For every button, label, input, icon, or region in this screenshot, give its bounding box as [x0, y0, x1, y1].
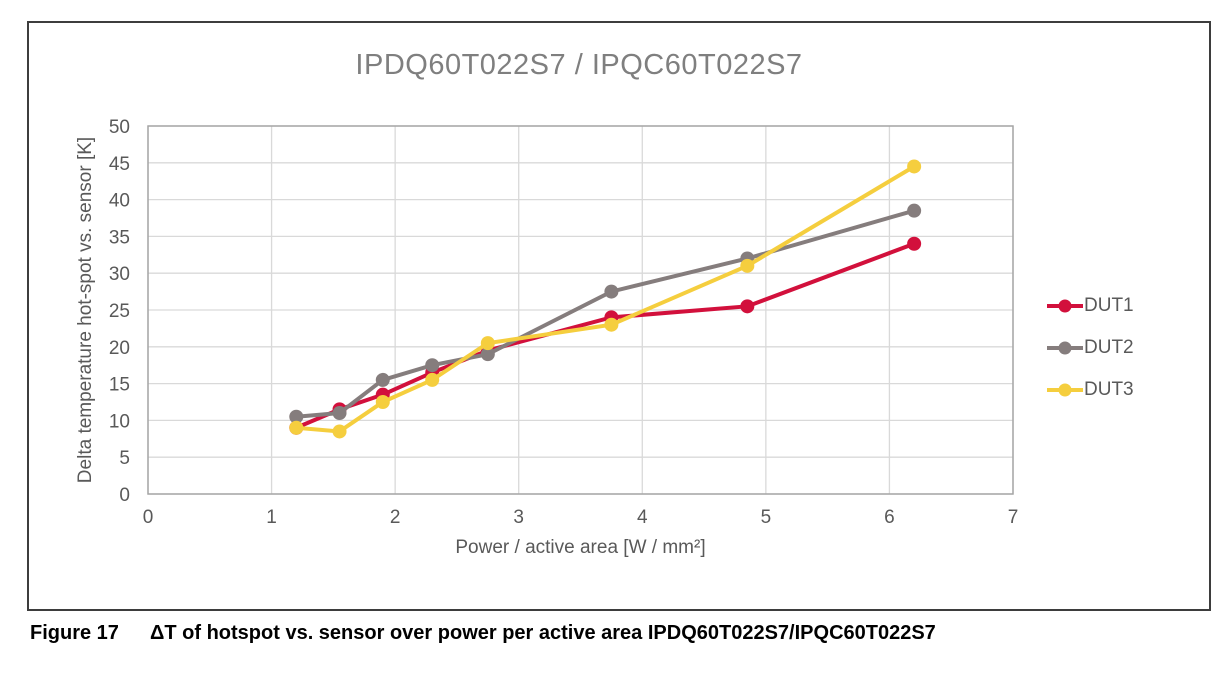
y-tick-label: 25: [109, 301, 130, 322]
x-tick-label: 0: [143, 507, 154, 528]
x-axis-title: Power / active area [W / mm²]: [455, 537, 705, 558]
x-tick-label: 2: [390, 507, 401, 528]
data-point-dut3: [289, 420, 304, 435]
figure-caption: Figure 17 ΔT of hotspot vs. sensor over …: [30, 622, 1210, 645]
chart-title: IPDQ60T022S7 / IPQC60T022S7: [355, 49, 803, 81]
data-point-dut3: [375, 395, 390, 409]
data-point-dut2: [375, 372, 390, 387]
data-point-dut2: [480, 347, 495, 362]
x-tick-label: 5: [761, 507, 772, 528]
x-tick-label: 6: [884, 507, 895, 528]
y-tick-label: 15: [109, 375, 130, 396]
data-point-dut2: [332, 406, 347, 421]
data-point-dut3: [425, 372, 440, 387]
figure-box: 0 5 10 15 20 25 30 35 40 45 50 0 1 2 3 4 5 6 7 Power / acti…: [27, 21, 1211, 611]
chart-legend: DUT1 DUT2 DUT3: [1047, 295, 1134, 401]
series-line-dut3: [296, 164, 916, 434]
y-tick-label: 20: [109, 338, 130, 359]
x-tick-label: 4: [637, 507, 648, 528]
figure-caption-text: ΔT of hotspot vs. sensor over power per …: [150, 622, 936, 644]
plot-frame: [147, 125, 1014, 495]
data-point-dut3: [907, 159, 922, 174]
legend-label: DUT2: [1084, 337, 1134, 358]
y-tick-label: 30: [109, 264, 130, 285]
y-tick-label: 5: [119, 448, 130, 469]
legend-label: DUT1: [1084, 295, 1134, 316]
figure-caption-label: Figure 17: [30, 622, 119, 644]
legend-label: DUT3: [1084, 379, 1134, 400]
legend-item-dut2: DUT2: [1047, 337, 1134, 359]
legend-item-dut1: DUT1: [1047, 295, 1134, 317]
data-point-dut1: [907, 236, 922, 251]
data-point-dut3: [332, 424, 347, 439]
x-tick-label: 7: [1008, 507, 1019, 528]
legend-marker-icon: [1047, 299, 1083, 313]
y-tick-label: 50: [109, 117, 130, 138]
x-tick-label: 3: [513, 507, 524, 528]
data-point-dut3: [740, 258, 755, 273]
data-point-dut1: [740, 299, 755, 314]
legend-item-dut3: DUT3: [1047, 379, 1134, 401]
x-tick-label: 1: [266, 507, 277, 528]
y-tick-label: 10: [109, 411, 130, 432]
data-point-dut3: [604, 317, 619, 332]
legend-marker-icon: [1047, 341, 1083, 355]
y-tick-label: 40: [109, 191, 130, 212]
data-point-dut2: [289, 409, 304, 424]
legend-marker-icon: [1047, 383, 1083, 397]
y-tick-label: 45: [109, 154, 130, 175]
y-tick-label: 35: [109, 227, 130, 248]
series-line-dut2: [296, 208, 915, 419]
data-point-dut2: [425, 358, 440, 373]
y-tick-label: 0: [119, 485, 130, 506]
y-axis-title: Delta temperature hot-spot vs. sensor [K…: [75, 137, 96, 483]
data-point-dut3: [480, 336, 495, 351]
data-point-dut2: [907, 203, 922, 218]
data-point-dut2: [604, 284, 619, 299]
